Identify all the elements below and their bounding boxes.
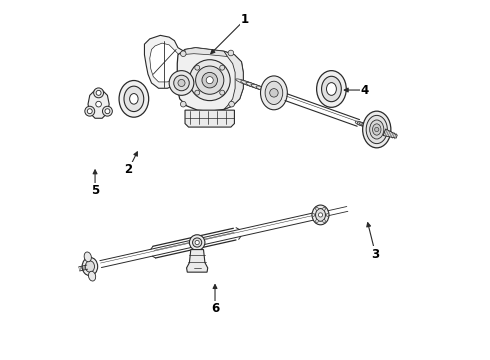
Text: 5: 5: [91, 184, 99, 197]
Circle shape: [316, 207, 318, 210]
Circle shape: [190, 235, 205, 250]
Circle shape: [174, 75, 189, 91]
Ellipse shape: [266, 89, 275, 94]
Polygon shape: [88, 90, 109, 118]
Circle shape: [96, 90, 101, 95]
Ellipse shape: [317, 71, 346, 107]
Ellipse shape: [363, 111, 391, 148]
Ellipse shape: [236, 79, 257, 87]
Ellipse shape: [366, 116, 387, 144]
Ellipse shape: [364, 125, 381, 131]
Ellipse shape: [366, 125, 385, 132]
Ellipse shape: [119, 81, 148, 117]
Circle shape: [322, 207, 325, 210]
Circle shape: [228, 50, 234, 56]
Circle shape: [206, 77, 213, 84]
Ellipse shape: [261, 76, 287, 110]
Circle shape: [318, 213, 322, 217]
Ellipse shape: [372, 124, 381, 135]
Circle shape: [180, 51, 186, 57]
Polygon shape: [145, 35, 194, 88]
Circle shape: [85, 106, 95, 116]
Text: 6: 6: [211, 302, 219, 315]
Polygon shape: [224, 51, 243, 109]
Text: 4: 4: [361, 84, 369, 96]
Circle shape: [105, 109, 110, 114]
Circle shape: [220, 65, 224, 70]
Circle shape: [202, 72, 218, 88]
Polygon shape: [383, 129, 397, 138]
Polygon shape: [185, 110, 234, 127]
Ellipse shape: [89, 271, 96, 281]
Circle shape: [189, 60, 230, 100]
Circle shape: [326, 213, 329, 216]
Circle shape: [316, 220, 318, 222]
Circle shape: [94, 88, 103, 98]
Ellipse shape: [124, 86, 144, 112]
Ellipse shape: [246, 82, 263, 89]
Ellipse shape: [321, 76, 342, 102]
Ellipse shape: [265, 81, 283, 104]
Polygon shape: [150, 43, 185, 82]
Ellipse shape: [130, 94, 138, 104]
Circle shape: [220, 90, 224, 95]
Circle shape: [169, 71, 194, 95]
Ellipse shape: [357, 122, 368, 127]
Ellipse shape: [369, 120, 384, 139]
Ellipse shape: [316, 208, 325, 221]
Text: 2: 2: [124, 163, 133, 176]
Circle shape: [96, 101, 101, 107]
Circle shape: [195, 90, 200, 95]
Circle shape: [180, 101, 186, 107]
Circle shape: [87, 109, 92, 114]
Circle shape: [375, 127, 379, 132]
Ellipse shape: [326, 83, 336, 95]
Ellipse shape: [256, 86, 270, 92]
Ellipse shape: [355, 121, 365, 126]
Ellipse shape: [85, 261, 95, 272]
Ellipse shape: [82, 257, 98, 276]
Circle shape: [322, 220, 325, 222]
Ellipse shape: [241, 81, 260, 88]
Circle shape: [195, 65, 200, 70]
Circle shape: [178, 80, 185, 86]
Ellipse shape: [251, 84, 266, 91]
Ellipse shape: [360, 123, 372, 129]
Polygon shape: [187, 249, 208, 272]
Circle shape: [229, 101, 234, 107]
Polygon shape: [185, 48, 227, 57]
Circle shape: [193, 238, 202, 247]
Polygon shape: [177, 48, 243, 111]
Ellipse shape: [84, 252, 91, 262]
Text: 1: 1: [241, 13, 249, 26]
Circle shape: [196, 66, 224, 94]
Circle shape: [312, 213, 315, 216]
Text: 3: 3: [371, 248, 380, 261]
Ellipse shape: [312, 205, 329, 225]
Circle shape: [195, 240, 199, 245]
Circle shape: [270, 89, 278, 97]
Ellipse shape: [362, 123, 376, 130]
Circle shape: [102, 106, 112, 116]
Ellipse shape: [261, 88, 272, 93]
